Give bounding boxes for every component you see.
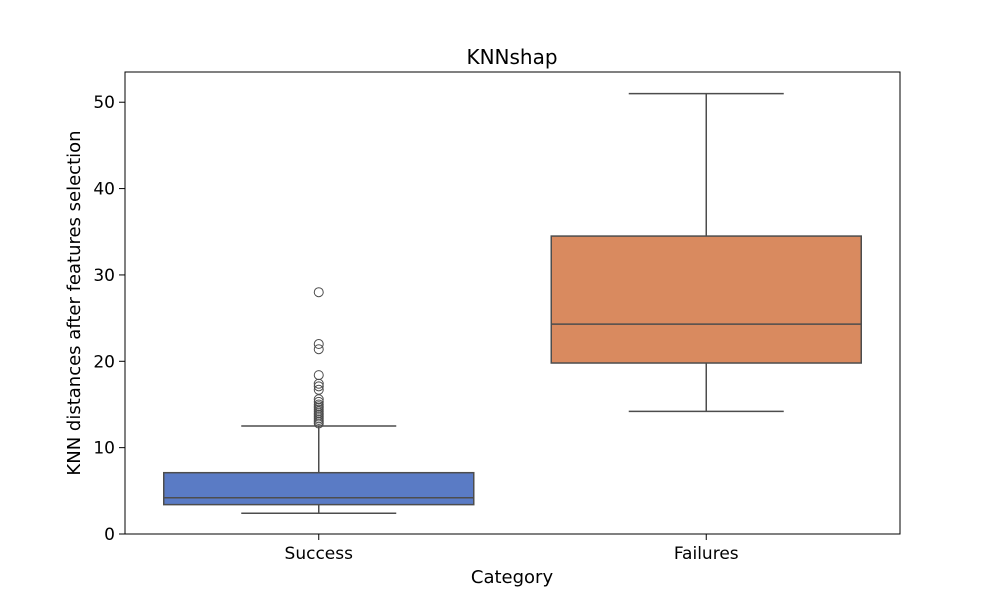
y-tick-label: 50 bbox=[93, 93, 115, 113]
y-tick-label: 30 bbox=[93, 266, 115, 286]
y-tick-label: 40 bbox=[93, 180, 115, 200]
y-axis: 0 10 20 30 40 50 bbox=[93, 93, 125, 545]
outlier-point bbox=[313, 370, 324, 381]
y-tick-label: 0 bbox=[104, 525, 115, 545]
outlier-point bbox=[313, 396, 324, 407]
iqr-box-success bbox=[163, 471, 475, 506]
box-success bbox=[163, 287, 475, 515]
outlier-point bbox=[313, 384, 324, 395]
outlier-point bbox=[313, 381, 324, 392]
iqr-box-failures bbox=[550, 235, 862, 364]
plot-frame bbox=[124, 71, 901, 535]
y-tick-label: 10 bbox=[93, 439, 115, 459]
outlier-point bbox=[313, 399, 324, 410]
box-failures bbox=[550, 92, 862, 413]
outlier-point bbox=[313, 344, 324, 355]
x-axis: Success Failures bbox=[285, 534, 739, 564]
x-tick-label: Failures bbox=[674, 544, 739, 564]
outlier-point bbox=[313, 339, 324, 350]
plot-area bbox=[163, 92, 862, 515]
y-tick-label: 20 bbox=[93, 352, 115, 372]
y-axis-label: KNN distances after features selection bbox=[64, 130, 85, 475]
x-tick-label: Success bbox=[285, 544, 354, 564]
chart-title: KNNshap bbox=[466, 45, 557, 69]
x-axis-label: Category bbox=[471, 567, 554, 588]
outlier-point bbox=[313, 287, 324, 298]
